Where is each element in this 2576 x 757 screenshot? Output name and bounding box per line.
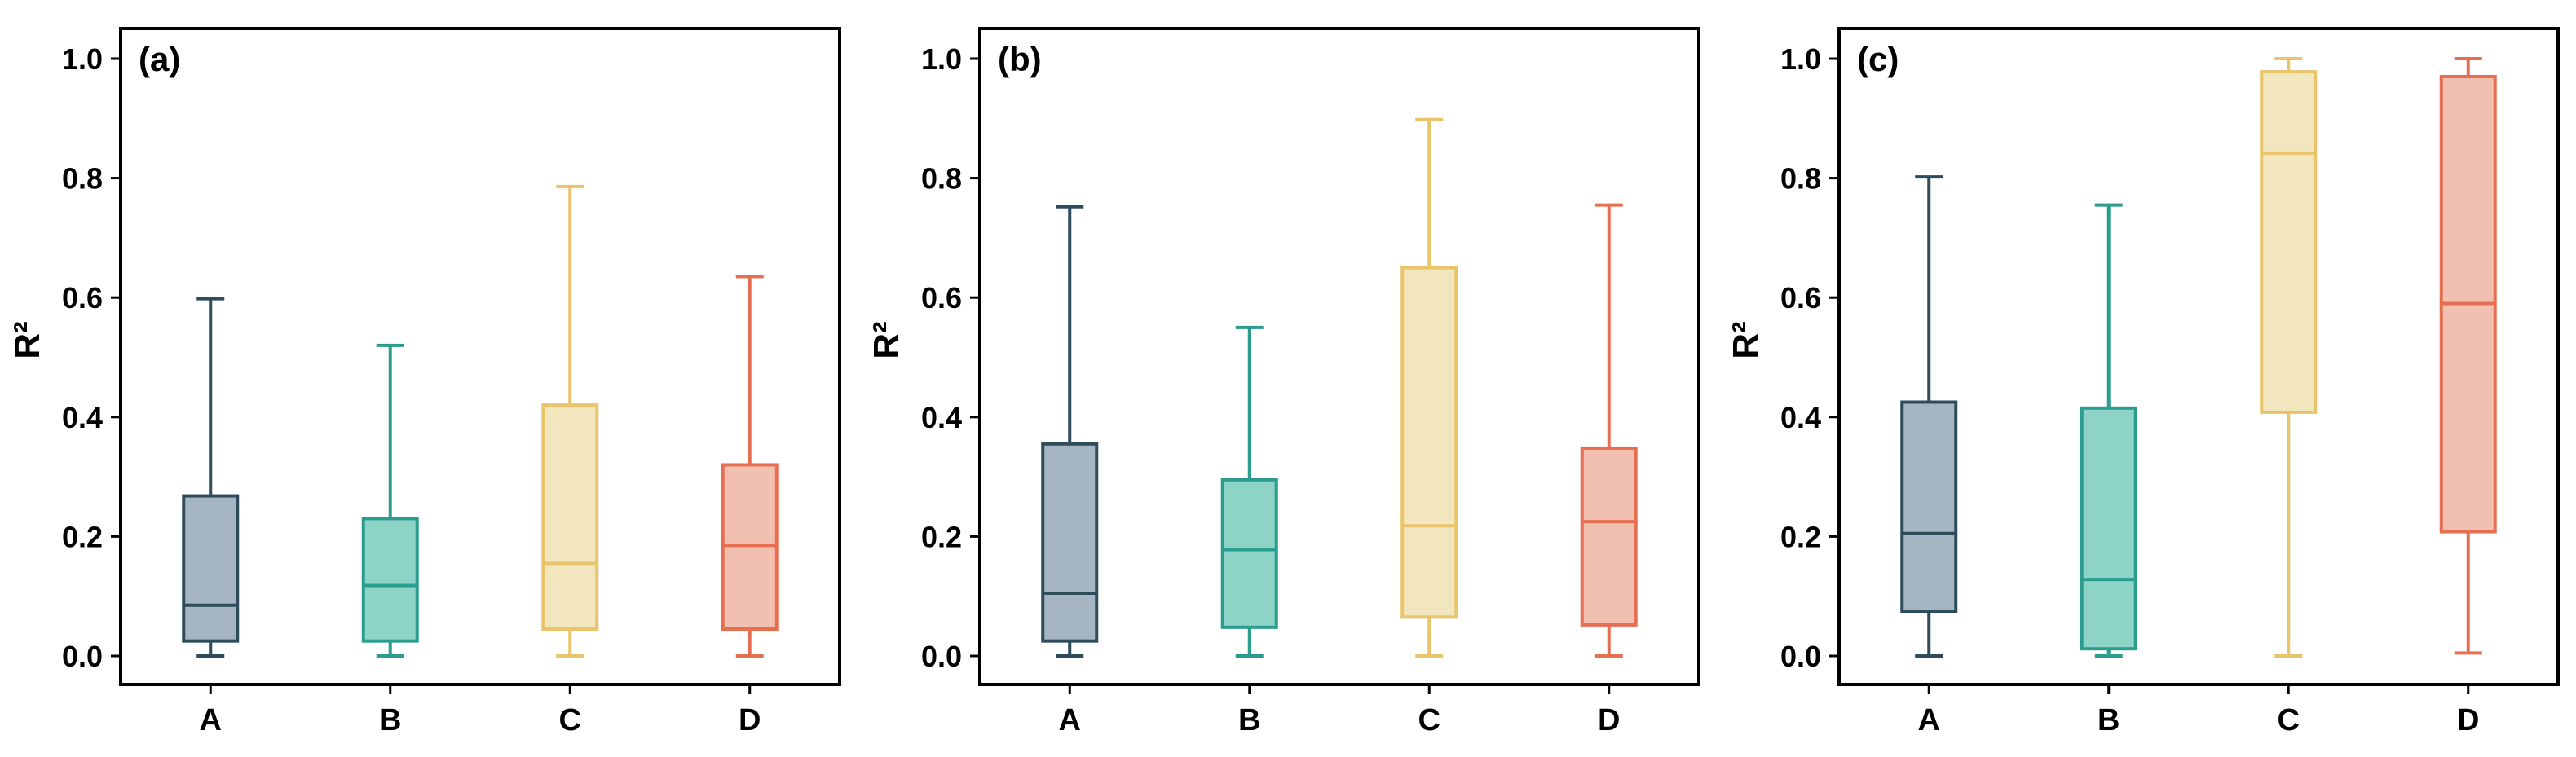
iqr-box	[182, 494, 240, 643]
y-axis-label: R²	[1726, 321, 1766, 359]
y-tick-label: 0.6	[1780, 281, 1821, 315]
box-a	[1900, 175, 1958, 658]
y-tick-label: 0.0	[1780, 640, 1821, 673]
y-tick-label: 0.2	[921, 520, 962, 553]
panel-3: 0.0 0.2 0.4 0.6 0.8 1.0 R² (c) A B C D	[1726, 27, 2560, 737]
panel-2: 0.0 0.2 0.4 0.6 0.8 1.0 R² (b) A B C D	[867, 27, 1700, 737]
panel-label: (c)	[1857, 40, 1899, 78]
box-c	[541, 184, 599, 658]
iqr-box	[1400, 266, 1458, 619]
box-c	[2260, 57, 2318, 658]
x-tick-label: B	[1238, 703, 1260, 737]
x-tick-label: C	[1418, 703, 1440, 737]
y-axis-label: R²	[7, 321, 47, 359]
plot-frame	[978, 27, 1700, 686]
y-tick-label: 0.6	[921, 281, 962, 315]
iqr-box	[541, 403, 599, 632]
x-tick-label: D	[739, 703, 761, 737]
y-tick-label: 0.4	[62, 401, 103, 434]
x-tick-label: D	[1598, 703, 1620, 737]
x-tick-label: A	[200, 703, 222, 737]
box-b	[2080, 203, 2137, 658]
y-tick-label: 0.4	[921, 401, 962, 434]
y-tick-label: 1.0	[921, 42, 962, 76]
panel-label: (b)	[998, 40, 1042, 78]
box-a	[182, 297, 240, 658]
iqr-box	[1041, 442, 1099, 643]
iqr-box	[2260, 70, 2318, 414]
plot-frame	[119, 27, 841, 686]
x-tick-label: C	[559, 703, 581, 737]
box-b	[361, 343, 419, 658]
x-tick-label: A	[1918, 703, 1940, 737]
iqr-box	[2080, 406, 2137, 651]
y-tick-label: 0.4	[1780, 401, 1821, 434]
x-tick-label: A	[1059, 703, 1081, 737]
box-a	[1041, 205, 1099, 658]
x-tick-label: C	[2278, 703, 2300, 737]
box-b	[1220, 325, 1278, 658]
box-d	[2439, 57, 2497, 655]
y-tick-label: 0.0	[62, 640, 103, 673]
iqr-box	[361, 517, 419, 643]
y-tick-label: 1.0	[62, 42, 103, 76]
y-tick-label: 0.2	[62, 520, 103, 553]
plot-frame	[1837, 27, 2560, 686]
x-tick-label: D	[2457, 703, 2479, 737]
y-tick-label: 0.6	[62, 281, 103, 315]
iqr-box	[1900, 400, 1958, 614]
y-axis-label: R²	[867, 321, 906, 359]
iqr-box	[1220, 478, 1278, 629]
y-tick-label: 0.8	[1780, 162, 1821, 196]
y-tick-label: 0.0	[921, 640, 962, 673]
y-tick-label: 0.8	[62, 162, 103, 196]
box-d	[1580, 203, 1638, 658]
box-d	[721, 275, 779, 658]
y-tick-label: 1.0	[1780, 42, 1821, 76]
y-tick-label: 0.2	[1780, 520, 1821, 553]
iqr-box	[1580, 446, 1638, 627]
y-tick-label: 0.8	[921, 162, 962, 196]
panel-1: 0.0 0.2 0.4 0.6 0.8 1.0 R² (a) A B C D	[7, 27, 841, 737]
x-tick-label: B	[379, 703, 401, 737]
box-c	[1400, 117, 1458, 658]
x-tick-label: B	[2097, 703, 2119, 737]
panel-label: (a)	[139, 40, 180, 78]
